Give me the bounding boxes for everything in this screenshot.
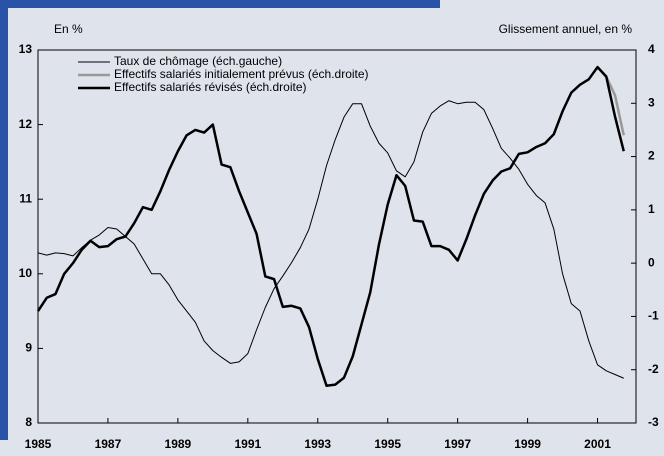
x-tick-label: 1995 bbox=[374, 437, 401, 451]
y2-tick-label: 4 bbox=[648, 42, 655, 56]
x-tick-label: 2001 bbox=[584, 437, 611, 451]
y2-axis-label: Glissement annuel, en % bbox=[499, 22, 633, 36]
y-tick-label: 8 bbox=[25, 415, 32, 429]
legend-label: Effectifs salariés révisés (éch.droite) bbox=[114, 80, 307, 94]
y-tick-label: 13 bbox=[19, 42, 33, 56]
series-line bbox=[36, 65, 625, 387]
y2-tick-label: 3 bbox=[648, 95, 655, 109]
series-line bbox=[37, 100, 624, 379]
y2-tick-label: -3 bbox=[648, 415, 659, 429]
x-tick-label: 1993 bbox=[304, 437, 331, 451]
y-tick-label: 9 bbox=[25, 341, 32, 355]
y-tick-label: 11 bbox=[19, 191, 32, 205]
y2-tick-label: 0 bbox=[648, 255, 655, 269]
x-tick-label: 1999 bbox=[514, 437, 541, 451]
y-axis-label: En % bbox=[54, 22, 83, 36]
x-tick-label: 1997 bbox=[444, 437, 471, 451]
y2-tick-label: -1 bbox=[648, 309, 659, 323]
x-tick-label: 1989 bbox=[165, 437, 192, 451]
y-tick-label: 10 bbox=[19, 266, 33, 280]
y2-tick-label: -2 bbox=[648, 362, 659, 376]
y2-tick-label: 1 bbox=[648, 202, 655, 216]
x-tick-label: 1985 bbox=[25, 437, 52, 451]
y2-tick-label: 2 bbox=[648, 149, 655, 163]
y-tick-label: 12 bbox=[19, 117, 33, 131]
plot-frame bbox=[37, 49, 637, 424]
x-tick-label: 1991 bbox=[234, 437, 261, 451]
legend-label: Effectifs salariés initialement prévus (… bbox=[114, 67, 369, 81]
side-stripe bbox=[0, 0, 8, 440]
top-banner bbox=[0, 0, 440, 8]
x-tick-label: 1987 bbox=[95, 437, 122, 451]
legend-label: Taux de chômage (éch.gauche) bbox=[114, 54, 282, 68]
